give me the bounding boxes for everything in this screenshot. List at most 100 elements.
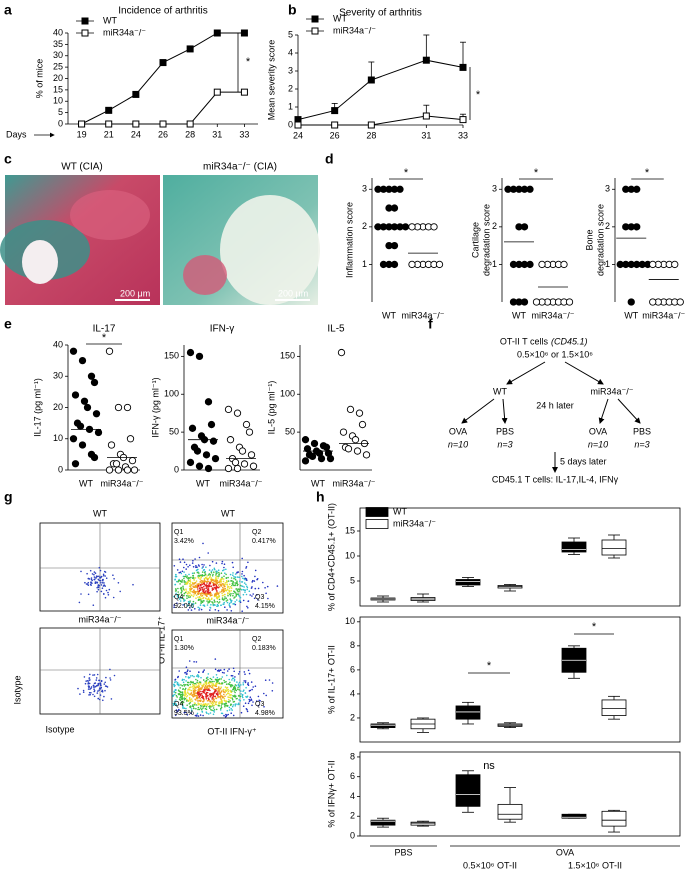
flow-event [178,598,181,600]
flow-event [213,595,216,598]
flow-event [247,561,249,564]
flow-event [189,689,191,691]
flow-event [89,679,91,681]
point [107,441,116,449]
point [238,447,247,455]
flow-event [223,668,226,671]
flow-event [221,597,224,599]
flow-event [199,690,201,693]
flow-event [238,685,241,688]
flow-event [209,712,212,714]
flow-event [220,701,222,704]
flow-event [203,577,206,580]
flow-event [201,583,203,586]
point [301,457,310,465]
flow-event [215,593,218,596]
flow-event [218,586,221,588]
point [520,223,529,231]
diagram-text: miR34a⁻/⁻ [590,386,633,396]
y-axis-label: Mean severity score [266,40,276,121]
flow-event [191,674,194,677]
flow-event [238,694,240,697]
flow-event [184,711,187,714]
flow-event [198,703,201,705]
flow-event [244,591,246,593]
flow-event [93,688,95,691]
point [326,454,335,463]
flow-event [202,705,205,708]
flow-event [224,681,226,684]
flow-event [240,684,242,686]
flow-event [200,602,202,604]
point [105,466,114,474]
point [633,223,641,231]
flow-event [223,563,226,565]
diagram-text: OT-II T cells [500,336,549,346]
flow-event [200,699,202,701]
flow-event [230,599,233,602]
flow-event [178,571,180,574]
flow-event [230,712,232,714]
flow-event [197,702,199,704]
flow-event [190,584,193,586]
flow-event [213,700,216,703]
flow-event [207,713,210,715]
flow-event [194,592,197,595]
box [601,699,627,716]
annotation: * [102,332,107,344]
flow-event [232,603,234,605]
flow-event [90,578,93,581]
flow-event [198,681,201,683]
flow-event [221,562,223,565]
flow-event [103,593,105,595]
flow-event [249,696,252,698]
flow-event [215,682,217,685]
flow-event [189,607,191,609]
point [379,260,388,269]
flow-event [207,673,210,675]
flow-event [227,592,229,594]
y-tick-label: 40 [53,27,63,37]
flow-event [242,682,244,684]
flow-event [188,660,191,662]
tissue [220,195,320,305]
flow-event [189,675,192,677]
flow-event [174,588,177,590]
flow-event [202,714,204,717]
flow-event [200,707,202,709]
flow-event [101,587,104,589]
flow-event [197,575,199,577]
flow-event [216,676,219,679]
flow-event [172,704,175,707]
flow-event [220,706,223,709]
flow-event [230,686,232,688]
x-tick-label: 31 [212,129,222,139]
series-line [298,115,464,126]
point [430,223,438,231]
flow-event [217,695,219,698]
flow-event [193,661,195,663]
flow-title: miR34a⁻/⁻ [206,615,249,625]
flow-event [236,681,238,683]
flow-event [221,683,223,685]
panel-label: d [325,151,334,167]
y-tick-label: 50 [169,426,179,436]
flow-event [197,700,199,702]
flow-event [210,704,212,707]
flow-event [192,577,194,579]
flow-event [109,679,112,681]
flow-event [182,707,184,709]
flow-event [192,603,195,605]
flow-event [96,575,99,578]
flow-event [209,600,211,602]
flow-event [82,689,85,692]
flow-event [203,579,206,581]
panel-label: h [316,489,325,505]
flow-event [194,558,196,560]
flow-event [229,704,232,706]
y-tick-label: 2 [362,221,367,231]
diagram-text: CD45.1 T cells: IL-17,IL-4, IFNγ [492,474,619,484]
x-tick-label: 28 [185,129,195,139]
flow-event [234,584,237,586]
flow-event [181,679,184,682]
